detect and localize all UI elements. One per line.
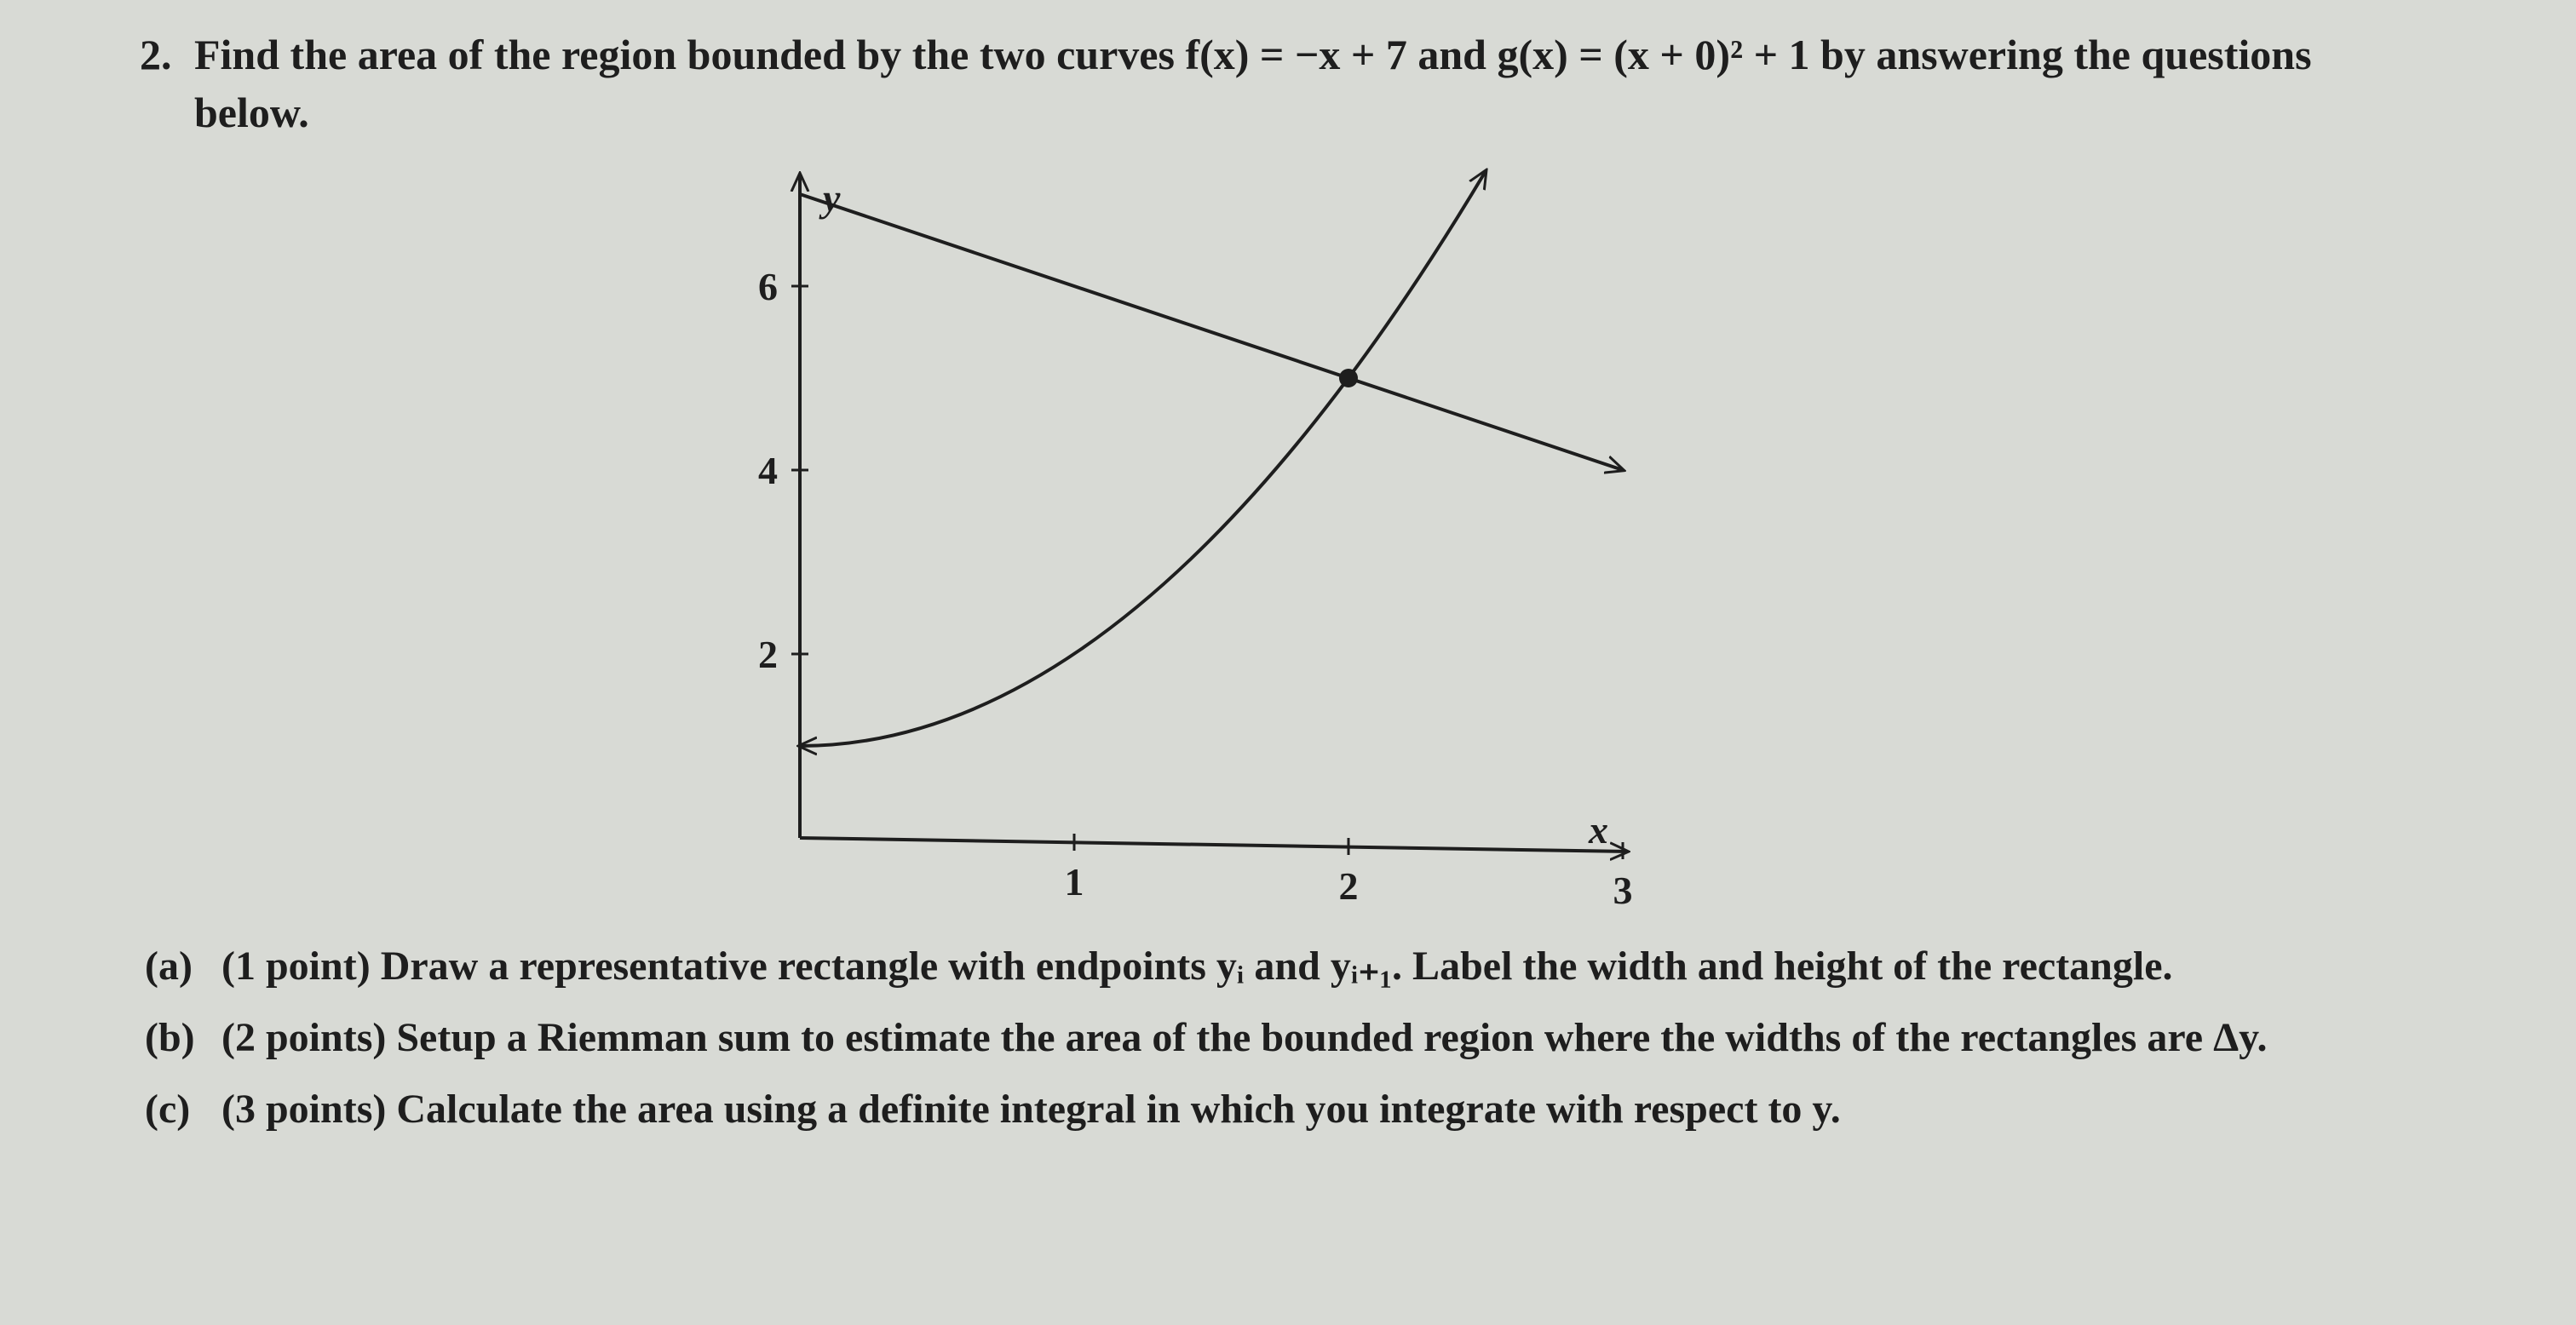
part: (a) (1 point) Draw a representative recta… (145, 941, 2360, 992)
x-axis (799, 836, 1627, 852)
part-label: (a) (145, 944, 193, 989)
part-body: (2 points) Setup a Riemman sum to estima… (221, 1012, 2360, 1064)
part-points: (3 points) (221, 1087, 387, 1132)
part-points: (1 point) (221, 944, 371, 989)
part-body: (1 point) Draw a representative rectangl… (221, 941, 2360, 992)
part-text: Draw a representative rectangle with end… (380, 944, 2173, 989)
graph: x y 1 2 3 2 4 6 (758, 0, 1633, 912)
parabola-g (800, 171, 1486, 746)
y-tick-label: 6 (758, 265, 778, 308)
y-tick-label: 4 (758, 449, 778, 492)
line-f (799, 192, 1623, 470)
x-tick-label: 2 (1339, 864, 1359, 908)
parts: (a) (1 point) Draw a representative recta… (145, 941, 2360, 1156)
x-tick-label: 3 (1613, 869, 1633, 912)
part-label: (c) (145, 1087, 191, 1132)
part-text: Calculate the area using a definite inte… (396, 1087, 1841, 1132)
part-text: Setup a Riemman sum to estimate the area… (396, 1015, 2268, 1060)
y-axis-label: y (819, 176, 841, 220)
question-number: 2. (140, 31, 172, 78)
question-text: Find the area of the region bounded by t… (194, 31, 2312, 136)
y-tick-label: 2 (758, 633, 778, 676)
question: 2. Find the area of the region bounded b… (140, 26, 2355, 141)
part: (c) (3 points) Calculate the area using a… (145, 1084, 2360, 1135)
x-axis-label: x (1588, 808, 1608, 852)
x-tick-label: 1 (1065, 860, 1084, 903)
part-body: (3 points) Calculate the area using a de… (221, 1084, 2360, 1135)
part: (b) (2 points) Setup a Riemman sum to est… (145, 1012, 2360, 1064)
intersection-point (1339, 369, 1358, 387)
part-points: (2 points) (221, 1015, 387, 1060)
part-label: (b) (145, 1015, 195, 1060)
